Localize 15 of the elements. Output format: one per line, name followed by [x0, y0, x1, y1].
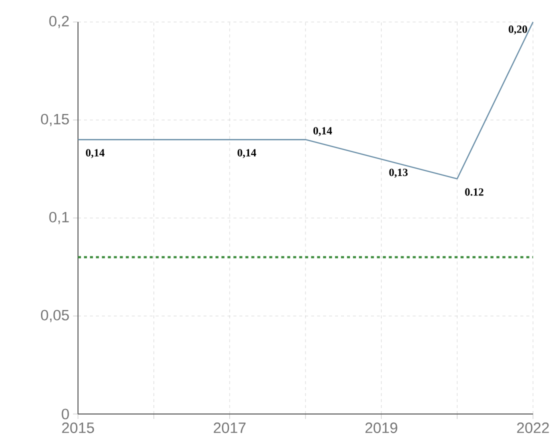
x-tick-label: 2017 [214, 422, 246, 434]
y-tick-label: 0 [62, 408, 69, 420]
y-tick-label: 0,2 [49, 16, 69, 28]
data-label: 0,14 [238, 149, 256, 158]
data-label: 0.12 [465, 188, 484, 196]
y-tick-label: 0,1 [49, 212, 69, 224]
y-tick-label: 0,15 [40, 114, 69, 126]
data-label: 0,14 [313, 127, 332, 136]
x-tick-label: 2019 [365, 422, 398, 434]
data-label: 0,13 [389, 168, 408, 178]
x-tick-label: 2022 [517, 422, 549, 434]
x-tick-label: 2015 [62, 422, 94, 434]
data-label: 0,14 [86, 149, 104, 158]
y-tick-label: 0,05 [40, 310, 69, 322]
data-label: 0,20 [508, 26, 528, 35]
